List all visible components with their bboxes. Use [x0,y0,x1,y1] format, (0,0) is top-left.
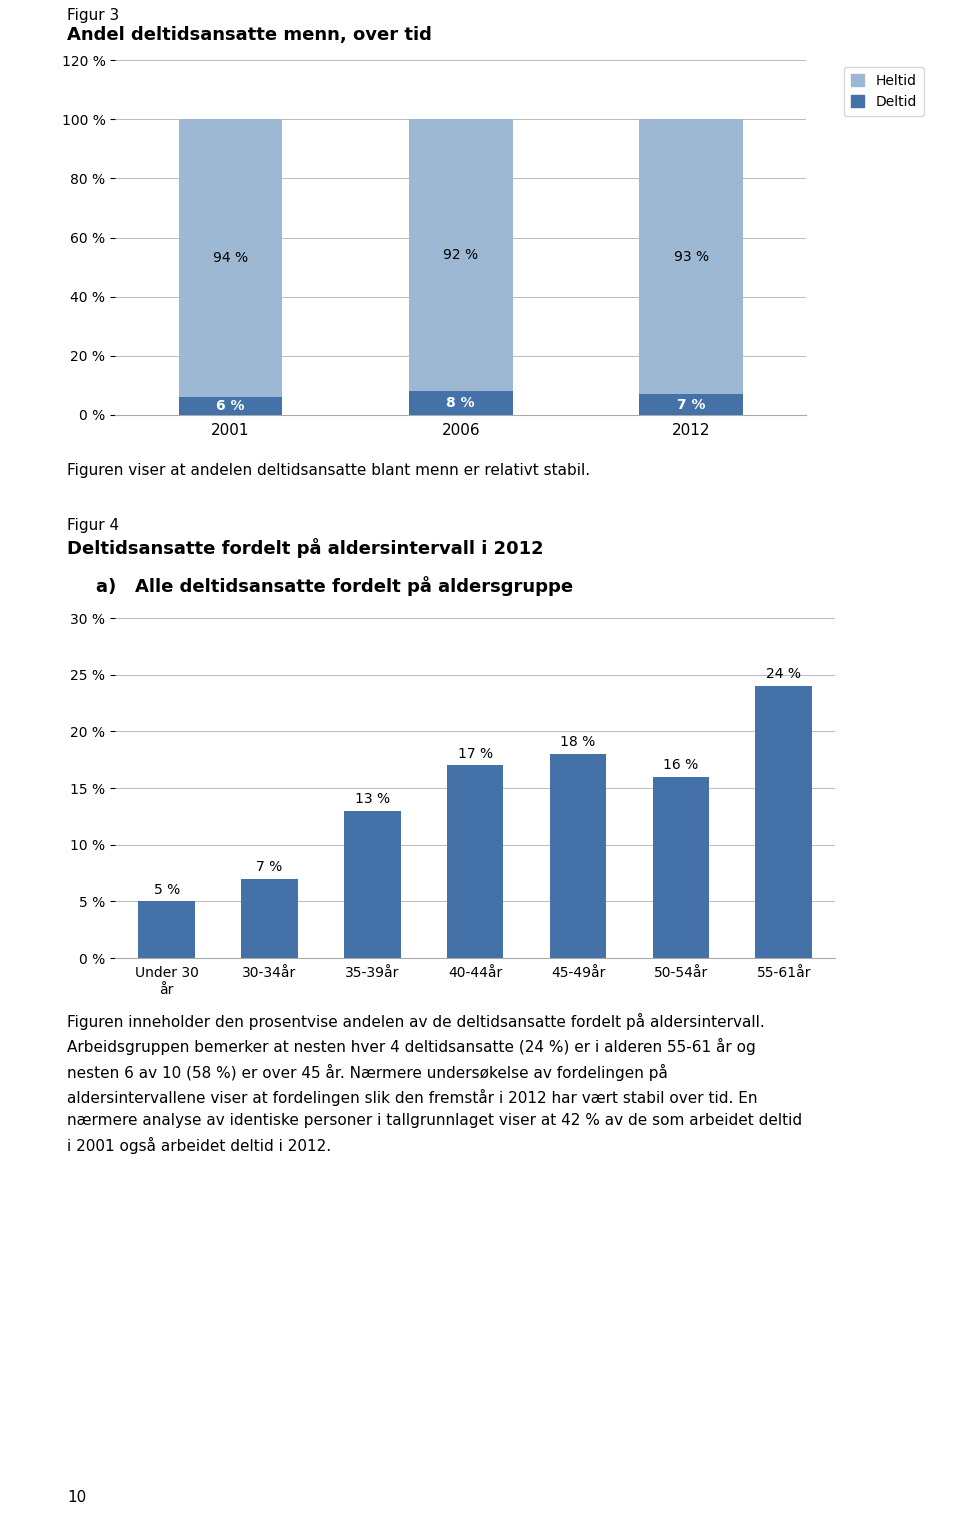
Bar [409,391,513,415]
Text: 7 %: 7 % [677,397,706,412]
Text: Figur 3: Figur 3 [67,8,119,23]
Bar [653,777,709,958]
Bar [550,754,607,958]
Text: 92 %: 92 % [444,248,478,262]
Bar [241,879,298,958]
Text: 7 %: 7 % [256,861,282,875]
Text: 18 %: 18 % [561,736,596,750]
Bar [138,902,195,958]
Bar [639,394,743,415]
Bar [179,119,282,397]
Legend: Heltid, Deltid: Heltid, Deltid [844,67,924,116]
Bar [179,397,282,415]
Text: Figur 4: Figur 4 [67,519,119,532]
Text: 94 %: 94 % [213,251,248,265]
Text: Andel deltidsansatte menn, over tid: Andel deltidsansatte menn, over tid [67,26,432,44]
Text: Deltidsansatte fordelt på aldersintervall i 2012: Deltidsansatte fordelt på aldersinterval… [67,538,543,558]
Bar [344,811,400,958]
Bar [409,119,513,391]
Bar [639,119,743,394]
Bar [756,686,812,958]
Bar [447,765,503,958]
Text: 5 %: 5 % [154,882,180,897]
Text: 13 %: 13 % [355,792,390,806]
Text: 10: 10 [67,1491,86,1504]
Text: 8 %: 8 % [446,395,475,411]
Text: 6 %: 6 % [216,399,245,414]
Text: 16 %: 16 % [663,757,699,773]
Text: 17 %: 17 % [458,747,492,760]
Text: Figuren viser at andelen deltidsansatte blant menn er relativt stabil.: Figuren viser at andelen deltidsansatte … [67,462,590,478]
Text: Figuren inneholder den prosentvise andelen av de deltidsansatte fordelt på alder: Figuren inneholder den prosentvise andel… [67,1013,803,1154]
Text: a)   Alle deltidsansatte fordelt på aldersgruppe: a) Alle deltidsansatte fordelt på alders… [96,576,573,596]
Text: 24 %: 24 % [766,668,802,681]
Text: 93 %: 93 % [674,249,708,263]
